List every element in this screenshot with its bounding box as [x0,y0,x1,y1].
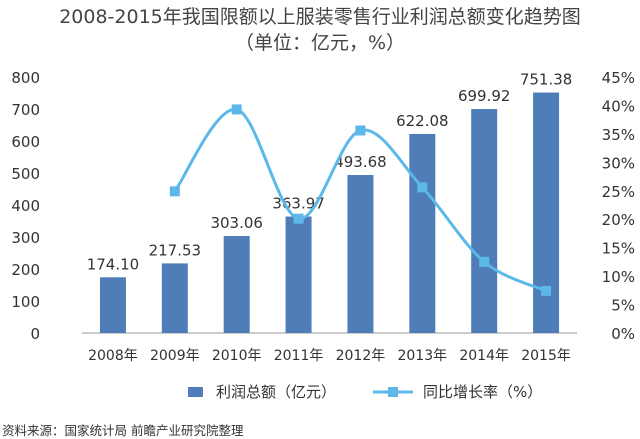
y-left-tick-label: 200 [11,261,40,279]
y-right-tick-label: 25% [602,183,635,201]
bar [347,175,374,333]
growth-point [169,186,180,197]
y-right-tick-label: 45% [602,69,635,87]
bar-value-label: 493.68 [334,153,387,171]
y-right-tick-label: 30% [602,154,635,172]
y-right-tick-label: 35% [602,126,635,144]
bar-value-label: 699.92 [458,87,511,105]
y-right-tick-label: 5% [611,297,635,315]
bar [471,109,498,333]
y-left-tick-label: 600 [11,133,40,151]
y-left-tick-label: 800 [11,69,40,87]
bar [99,277,126,333]
y-right-tick-label: 40% [602,97,635,115]
y-left-tick-label: 400 [11,197,40,215]
growth-point [541,285,552,296]
source-note: 资料来源：国家统计局 前瞻产业研究院整理 [2,423,244,438]
legend-bar-swatch [188,387,203,397]
chart-subtitle: （单位：亿元，%） [234,32,406,54]
chart-title: 2008-2015年我国限额以上服装零售行业利润总额变化趋势图 [59,6,581,28]
x-tick-label: 2015年 [521,348,571,364]
x-tick-label: 2008年 [88,348,138,364]
x-tick-label: 2009年 [150,348,200,364]
y-left-tick-label: 300 [11,229,40,247]
bar-value-label: 174.10 [87,255,140,273]
y-left-tick-label: 700 [11,101,40,119]
bar-value-label: 303.06 [210,214,263,232]
x-tick-label: 2010年 [212,348,262,364]
bar-value-label: 622.08 [396,112,449,130]
growth-point [417,182,428,193]
bar [161,263,188,333]
y-right-tick-label: 15% [602,240,635,258]
x-tick-label: 2012年 [336,348,386,364]
bar [223,236,250,333]
bar [409,133,436,333]
x-tick-label: 2013年 [397,348,447,364]
y-right-tick-label: 0% [611,325,635,343]
x-tick-label: 2011年 [274,348,324,364]
bar-value-label: 751.38 [520,71,573,89]
y-left-tick-label: 100 [11,293,40,311]
y-left-tick-label: 500 [11,165,40,183]
growth-point [231,104,242,115]
growth-point [479,256,490,267]
growth-point [355,125,366,136]
bar-value-label: 217.53 [149,241,202,259]
legend-line-label: 同比增长率（%） [423,383,542,401]
bar [285,216,312,333]
y-right-tick-label: 20% [602,211,635,229]
y-left-tick-label: 0 [30,325,40,343]
growth-point [293,213,304,224]
y-right-tick-label: 10% [602,268,635,286]
x-tick-label: 2014年 [459,348,509,364]
bar [533,92,560,333]
legend-line-marker [388,387,398,397]
legend-bar-label: 利润总额（亿元） [216,383,336,401]
